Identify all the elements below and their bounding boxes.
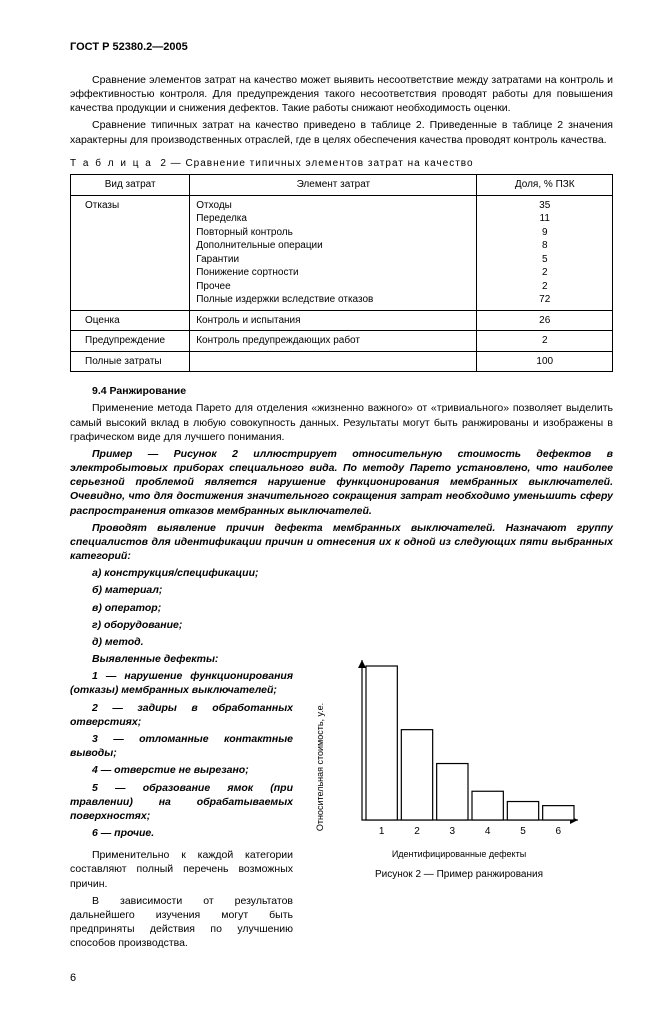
- section-p1: Применение метода Парето для отделения «…: [70, 401, 613, 444]
- figure-caption: Рисунок 2 — Пример ранжирования: [334, 868, 584, 882]
- chart-y-axis-label: Относительная стоимость, у.е.: [314, 703, 326, 831]
- section-heading: 9.4 Ранжирование: [70, 384, 613, 398]
- th-share: Доля, % ПЗК: [477, 175, 613, 196]
- chart-x-axis-label: Идентифицированные дефекты: [334, 848, 584, 860]
- cell-elements: [190, 351, 477, 372]
- paragraph-1: Сравнение элементов затрат на качество м…: [70, 73, 613, 116]
- defect-item: 6 — прочие.: [70, 826, 293, 840]
- cell-kind: Оценка: [71, 310, 190, 331]
- defect-item: 4 — отверстие не вырезано;: [70, 763, 293, 777]
- cause-item: в) оператор;: [70, 601, 613, 615]
- chart-bar: [437, 764, 468, 820]
- chart-bar-label: 4: [485, 826, 491, 837]
- pareto-chart: Относительная стоимость, у.е. 123456 Иде…: [334, 652, 584, 882]
- chart-bar: [507, 802, 538, 820]
- defect-list: 1 — нарушение функционирования (отказы) …: [70, 669, 293, 840]
- cell-kind: Полные затраты: [71, 351, 190, 372]
- cause-item: д) метод.: [70, 635, 613, 649]
- cell-kind: Отказы: [71, 195, 190, 310]
- cell-elements: Контроль предупреждающих работ: [190, 331, 477, 352]
- cell-elements: Контроль и испытания: [190, 310, 477, 331]
- table-row: Полные затраты 100: [71, 351, 613, 372]
- defect-item: 3 — отломанные контактные выводы;: [70, 732, 293, 760]
- page-number: 6: [70, 971, 613, 986]
- table-row: ОценкаКонтроль и испытания26: [71, 310, 613, 331]
- chart-bar-label: 1: [379, 826, 385, 837]
- cost-table: Вид затрат Элемент затрат Доля, % ПЗК От…: [70, 174, 613, 372]
- defect-item: 1 — нарушение функционирования (отказы) …: [70, 669, 293, 697]
- th-kind: Вид затрат: [71, 175, 190, 196]
- chart-bar-label: 6: [556, 826, 562, 837]
- th-element: Элемент затрат: [190, 175, 477, 196]
- defect-item: 5 — образование ямок (при травлении) на …: [70, 781, 293, 824]
- section-p3: Применительно к каждой категории составл…: [70, 848, 293, 891]
- cell-elements: ОтходыПеределкаПовторный контрольДополни…: [190, 195, 477, 310]
- doc-code: ГОСТ Р 52380.2—2005: [70, 40, 613, 55]
- chart-bar: [543, 806, 574, 820]
- cell-kind: Преду­преждение: [71, 331, 190, 352]
- cell-values: 35119852272: [477, 195, 613, 310]
- section-p4: В зависимости от результатов дальнейшего…: [70, 894, 293, 951]
- chart-bar: [472, 791, 503, 820]
- chart-bar-label: 3: [450, 826, 456, 837]
- cause-item: б) материал;: [70, 583, 613, 597]
- chart-bar-label: 5: [520, 826, 526, 837]
- chart-bar-label: 2: [414, 826, 420, 837]
- cell-values: 2: [477, 331, 613, 352]
- section-p2: Проводят выявление причин дефекта мембра…: [70, 521, 613, 564]
- cause-list: а) конструкция/спецификации; б) материал;…: [70, 566, 613, 649]
- cell-values: 100: [477, 351, 613, 372]
- defects-title: Выявленные дефекты:: [70, 652, 293, 666]
- paragraph-2: Сравнение типичных затрат на качество пр…: [70, 118, 613, 146]
- chart-bar: [366, 666, 397, 820]
- defect-item: 2 — задиры в обработанных отверстиях;: [70, 701, 293, 729]
- cell-values: 26: [477, 310, 613, 331]
- chart-bar: [401, 730, 432, 820]
- table-row: Преду­преждениеКонтроль предупреждающих …: [71, 331, 613, 352]
- table-row: ОтказыОтходыПеределкаПовторный контрольД…: [71, 195, 613, 310]
- cause-item: а) конструкция/спецификации;: [70, 566, 613, 580]
- cause-item: г) оборудование;: [70, 618, 613, 632]
- chart-svg: 1 2 3 4 5 6: [334, 652, 584, 842]
- table-caption: Т а б л и ц а 2 — Сравнение типичных эле…: [70, 157, 613, 171]
- example-paragraph: Пример — Рисунок 2 иллюстрирует относите…: [70, 447, 613, 518]
